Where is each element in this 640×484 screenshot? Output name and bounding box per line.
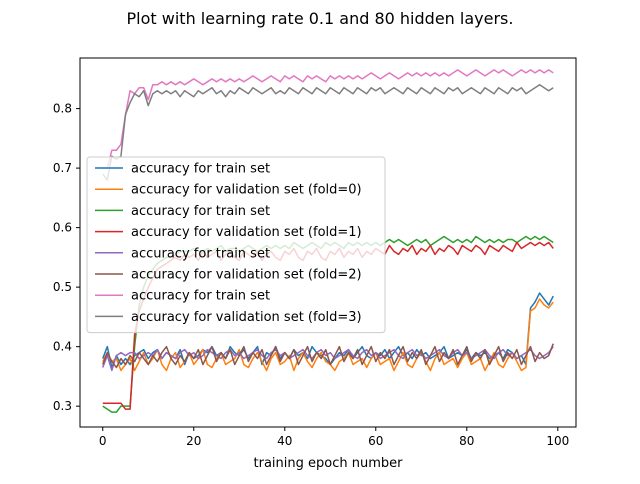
y-tick-label: 0.4 [53, 340, 72, 354]
x-tick-label: 0 [99, 434, 107, 448]
series-line-4 [102, 346, 554, 372]
legend-label-2: accuracy for train set [131, 204, 270, 219]
series-line-5 [102, 343, 554, 369]
legend-box [86, 156, 386, 334]
plot-frame [79, 57, 577, 428]
x-axis-label: training epoch number [254, 456, 404, 471]
x-tick-label: 80 [459, 434, 474, 448]
legend: accuracy for train set accuracy for valid… [86, 156, 386, 334]
x-axis-ticks: 0 20 40 60 80 100 [99, 427, 569, 448]
y-tick-label: 0.8 [53, 102, 72, 116]
y-tick-label: 0.6 [53, 221, 72, 235]
x-tick-label: 60 [368, 434, 383, 448]
chart-title: Plot with learning rate 0.1 and 80 hidde… [127, 9, 514, 28]
y-axis-ticks: 0.3 0.4 0.5 0.6 0.7 0.8 [53, 102, 80, 413]
series-line-6 [102, 69, 554, 169]
legend-label-3: accuracy for validation set (fold=1) [131, 225, 362, 240]
x-tick-label: 40 [277, 434, 292, 448]
y-tick-label: 0.5 [53, 280, 72, 294]
legend-label-1: accuracy for validation set (fold=0) [131, 183, 362, 198]
legend-label-6: accuracy for train set [131, 289, 270, 304]
legend-label-5: accuracy for validation set (fold=2) [131, 268, 362, 283]
y-tick-label: 0.7 [53, 161, 72, 175]
x-tick-label: 20 [186, 434, 201, 448]
legend-label-4: accuracy for train set [131, 246, 270, 261]
legend-label-7: accuracy for validation set (fold=3) [131, 310, 362, 325]
series-line-7 [102, 84, 554, 181]
legend-label-0: accuracy for train set [131, 162, 270, 177]
x-tick-label: 100 [546, 434, 569, 448]
y-tick-label: 0.3 [53, 399, 72, 413]
